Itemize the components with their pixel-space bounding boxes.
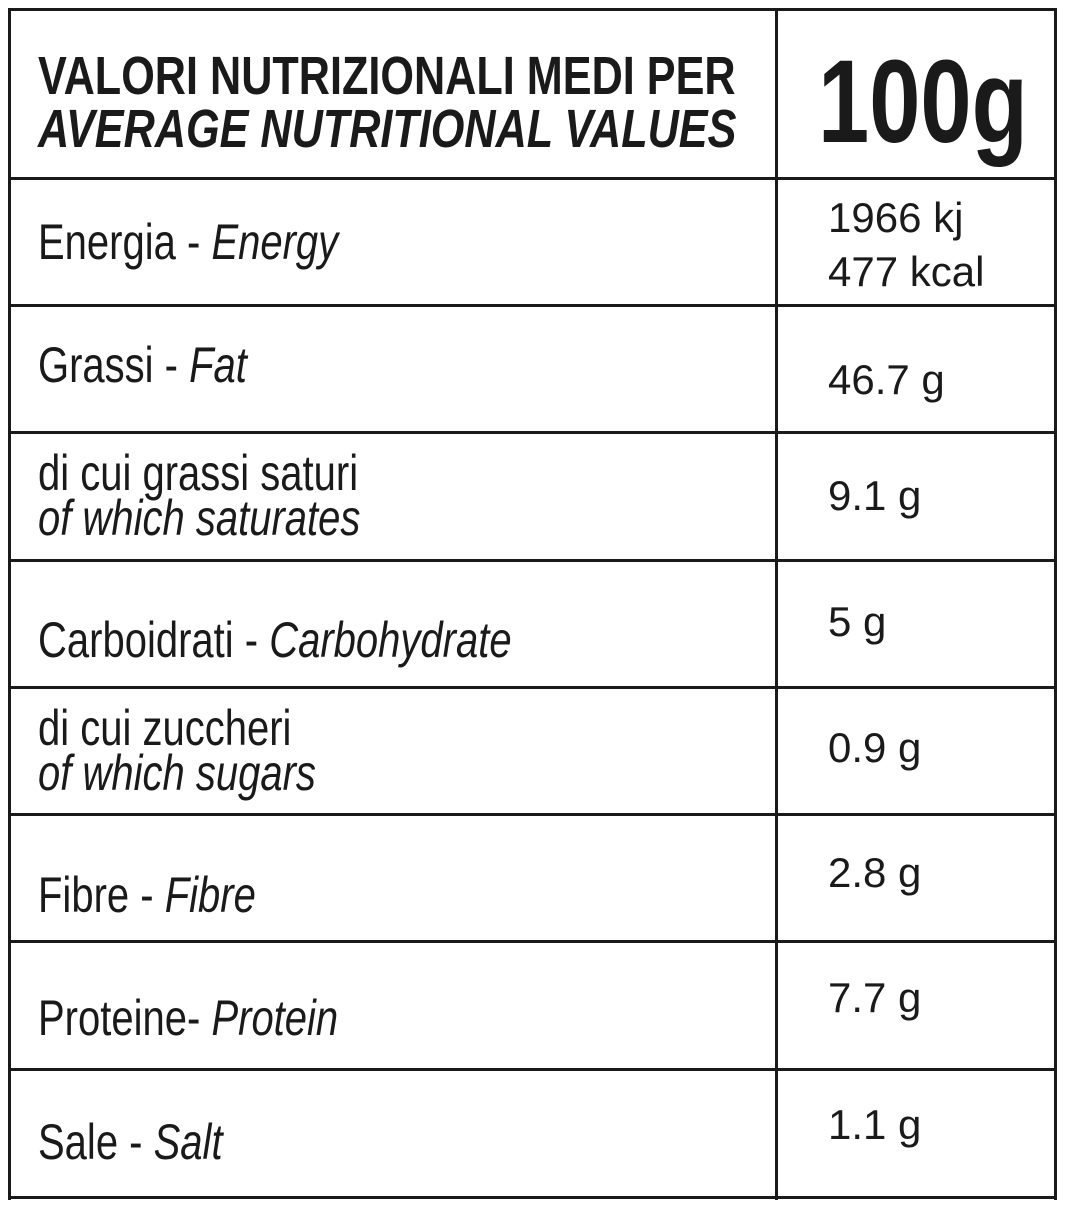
border [775, 8, 778, 1200]
label-en: of which saturates [38, 490, 361, 546]
value: 5 g [828, 598, 887, 645]
label-it: Sale - [38, 1114, 143, 1170]
border [8, 8, 1057, 11]
label-it: Proteine- [38, 990, 201, 1046]
label-en: Fat [189, 337, 247, 393]
label-en: Salt [153, 1114, 223, 1170]
border [8, 304, 1057, 307]
label-en: Fibre [164, 867, 256, 923]
row-label: Fibre - Fibre [38, 870, 256, 920]
label-it: Energia - [38, 214, 201, 270]
label-it: Fibre - [38, 867, 154, 923]
value: 7.7 g [828, 974, 922, 1021]
value: 9.1 g [828, 472, 922, 519]
label-it: di cui zuccheri [38, 700, 292, 756]
label-en: of which sugars [38, 745, 316, 801]
border [8, 1196, 1057, 1199]
border [8, 686, 1057, 689]
row-label: Carboidrati - Carbohydrate [38, 615, 512, 665]
value: 0.9 g [828, 724, 922, 771]
border [1054, 8, 1057, 1200]
border [8, 177, 1057, 180]
border [8, 813, 1057, 816]
value: 1.1 g [828, 1101, 922, 1148]
header-title: VALORI NUTRIZIONALI MEDI PER [38, 46, 736, 106]
value: 2.8 g [828, 849, 922, 896]
border [8, 559, 1057, 562]
border [8, 940, 1057, 943]
row-label: Sale - Salt [38, 1117, 223, 1167]
value: 477 kcal [828, 248, 985, 295]
value: 46.7 g [828, 356, 945, 403]
label-en: Energy [211, 214, 339, 270]
border [8, 1068, 1057, 1071]
border [8, 431, 1057, 434]
label-en: Carbohydrate [269, 612, 512, 668]
header-amount: 100g [818, 36, 1028, 168]
border [8, 8, 11, 1200]
label-en: Protein [211, 990, 339, 1046]
row-label: Proteine- Protein [38, 993, 338, 1043]
label-it: di cui grassi saturi [38, 445, 359, 501]
value: 1966 kj [828, 194, 964, 241]
row-label: Energia - Energy [38, 217, 338, 267]
label-it: Carboidrati - [38, 612, 259, 668]
row-label: Grassi - Fat [38, 340, 247, 390]
label-it: Grassi - [38, 337, 178, 393]
header-subtitle: AVERAGE NUTRITIONAL VALUES [38, 99, 737, 159]
